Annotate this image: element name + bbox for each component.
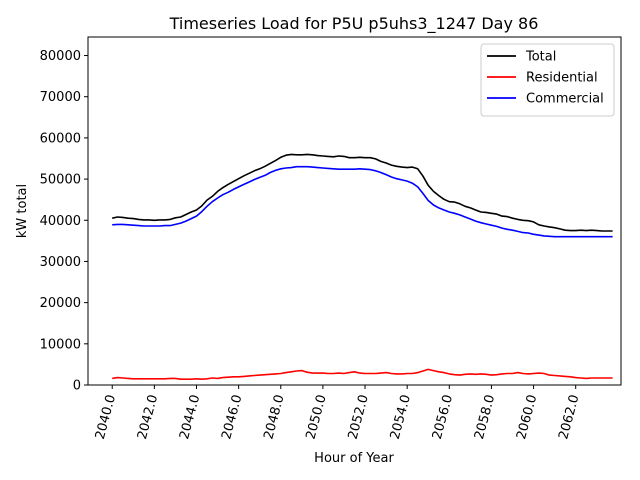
series-line-commercial [112,165,613,238]
y-tick-label: 0 [73,379,81,394]
legend-label-total: Total [525,50,556,65]
y-tick-label: 10000 [40,337,81,352]
plot-frame [87,36,622,386]
x-axis-label: Hour of Year [314,451,394,466]
legend-label-residential: Residential [526,71,598,86]
y-tick-label: 20000 [40,296,81,311]
y-tick-label: 80000 [40,49,81,64]
legend: Total Residential Commercial [480,43,615,117]
y-tick-label: 40000 [40,214,81,229]
series-line-total [112,153,613,232]
chart-title: Timeseries Load for P5U p5uhs3_1247 Day … [169,14,539,34]
y-tick-label: 70000 [40,90,81,105]
y-tick-label: 60000 [40,131,81,146]
series-layer [112,153,613,381]
legend-label-commercial: Commercial [526,92,604,107]
y-tick-label: 50000 [40,173,81,188]
series-line-residential [112,368,613,381]
y-tick-label: 30000 [40,255,81,270]
y-axis-label: kW total [15,184,30,238]
